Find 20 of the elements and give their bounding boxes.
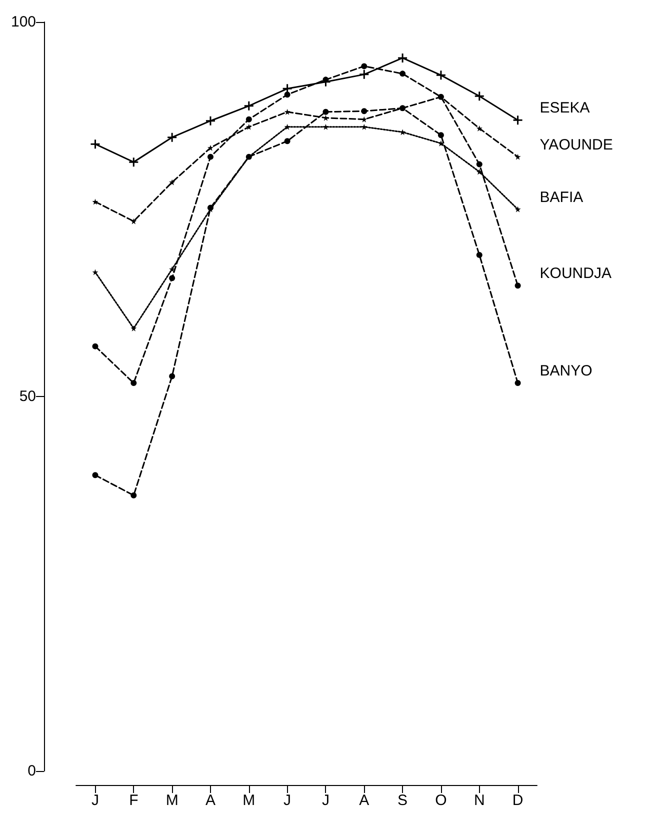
- x-tick-label: A: [359, 792, 370, 809]
- y-tick-label: 50: [19, 388, 36, 405]
- series-label: YAOUNDE: [540, 136, 613, 154]
- y-tick-label: 100: [10, 14, 36, 30]
- x-tick-label: M: [166, 792, 178, 809]
- series-label: ESEKA: [540, 100, 590, 117]
- x-tick-label: J: [322, 792, 330, 809]
- x-tick-label: S: [398, 792, 408, 809]
- x-tick-label: O: [435, 792, 447, 809]
- x-tick-label: J: [91, 792, 99, 809]
- series-label: BAFIA: [540, 188, 584, 206]
- x-tick-label: F: [129, 792, 138, 809]
- series-label: BANYO: [540, 362, 592, 380]
- x-tick-label: M: [242, 792, 256, 809]
- x-tick-label: D: [512, 792, 524, 809]
- series-label: KOUNDJA: [540, 265, 612, 282]
- x-tick-label: J: [284, 792, 292, 809]
- x-tick-label: N: [474, 792, 485, 809]
- x-tick-label: A: [205, 792, 216, 809]
- y-tick-label: 0: [28, 762, 36, 780]
